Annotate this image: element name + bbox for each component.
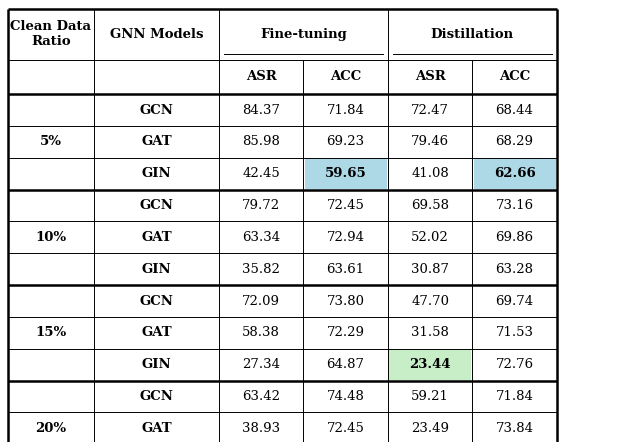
Bar	[389, 350, 471, 380]
Text: GCN: GCN	[140, 103, 173, 117]
Text: 58.38: 58.38	[242, 326, 280, 339]
Text: 69.58: 69.58	[411, 199, 449, 212]
Text: 5%: 5%	[40, 135, 62, 149]
Text: 69.74: 69.74	[495, 294, 534, 308]
Text: 63.28: 63.28	[495, 263, 534, 276]
Text: Distillation: Distillation	[431, 28, 514, 41]
Text: GNN Models: GNN Models	[109, 28, 204, 41]
Text: 42.45: 42.45	[243, 167, 280, 180]
Text: 84.37: 84.37	[242, 103, 280, 117]
Text: 41.08: 41.08	[412, 167, 449, 180]
Text: ASR: ASR	[246, 70, 276, 84]
Text: 20%: 20%	[35, 422, 67, 435]
Text: GCN: GCN	[140, 294, 173, 308]
Text: 23.49: 23.49	[411, 422, 449, 435]
Text: 71.84: 71.84	[326, 103, 365, 117]
Text: 27.34: 27.34	[242, 358, 280, 371]
Text: 10%: 10%	[35, 231, 67, 244]
Text: 72.76: 72.76	[495, 358, 534, 371]
Text: 23.44: 23.44	[409, 358, 451, 371]
Text: 68.44: 68.44	[495, 103, 534, 117]
Text: GIN: GIN	[141, 358, 172, 371]
Text: 72.94: 72.94	[326, 231, 365, 244]
Text: 69.86: 69.86	[495, 231, 534, 244]
Text: GAT: GAT	[141, 231, 172, 244]
Text: 72.45: 72.45	[326, 199, 365, 212]
Text: 72.29: 72.29	[326, 326, 365, 339]
Text: 72.09: 72.09	[242, 294, 280, 308]
Text: 72.47: 72.47	[411, 103, 449, 117]
Text: 15%: 15%	[35, 326, 67, 339]
Text: 79.72: 79.72	[242, 199, 280, 212]
Text: ASR: ASR	[415, 70, 445, 84]
Text: GAT: GAT	[141, 135, 172, 149]
Text: 71.53: 71.53	[495, 326, 534, 339]
Text: 63.61: 63.61	[326, 263, 365, 276]
Text: 73.16: 73.16	[495, 199, 534, 212]
Text: Clean Data
Ratio: Clean Data Ratio	[10, 20, 92, 48]
Text: 69.23: 69.23	[326, 135, 365, 149]
Text: 47.70: 47.70	[411, 294, 449, 308]
Text: Fine-tuning: Fine-tuning	[260, 28, 347, 41]
Text: 63.34: 63.34	[242, 231, 280, 244]
Text: 52.02: 52.02	[412, 231, 449, 244]
Text: GAT: GAT	[141, 326, 172, 339]
Text: 31.58: 31.58	[411, 326, 449, 339]
Text: 71.84: 71.84	[495, 390, 534, 403]
Text: 30.87: 30.87	[411, 263, 449, 276]
Text: 59.65: 59.65	[324, 167, 367, 180]
Text: GIN: GIN	[141, 263, 172, 276]
Text: 72.45: 72.45	[326, 422, 365, 435]
Text: 38.93: 38.93	[242, 422, 280, 435]
Text: 85.98: 85.98	[242, 135, 280, 149]
Text: 79.46: 79.46	[411, 135, 449, 149]
Bar	[474, 159, 556, 189]
Text: ACC: ACC	[499, 70, 530, 84]
Text: 73.80: 73.80	[326, 294, 365, 308]
Text: 74.48: 74.48	[326, 390, 365, 403]
Text: 35.82: 35.82	[242, 263, 280, 276]
Text: GCN: GCN	[140, 199, 173, 212]
Text: 63.42: 63.42	[242, 390, 280, 403]
Bar	[305, 159, 387, 189]
Text: GCN: GCN	[140, 390, 173, 403]
Text: 64.87: 64.87	[326, 358, 365, 371]
Text: GIN: GIN	[141, 167, 172, 180]
Text: 73.84: 73.84	[495, 422, 534, 435]
Text: 62.66: 62.66	[493, 167, 536, 180]
Text: ACC: ACC	[330, 70, 361, 84]
Text: 68.29: 68.29	[495, 135, 534, 149]
Text: 59.21: 59.21	[411, 390, 449, 403]
Text: GAT: GAT	[141, 422, 172, 435]
